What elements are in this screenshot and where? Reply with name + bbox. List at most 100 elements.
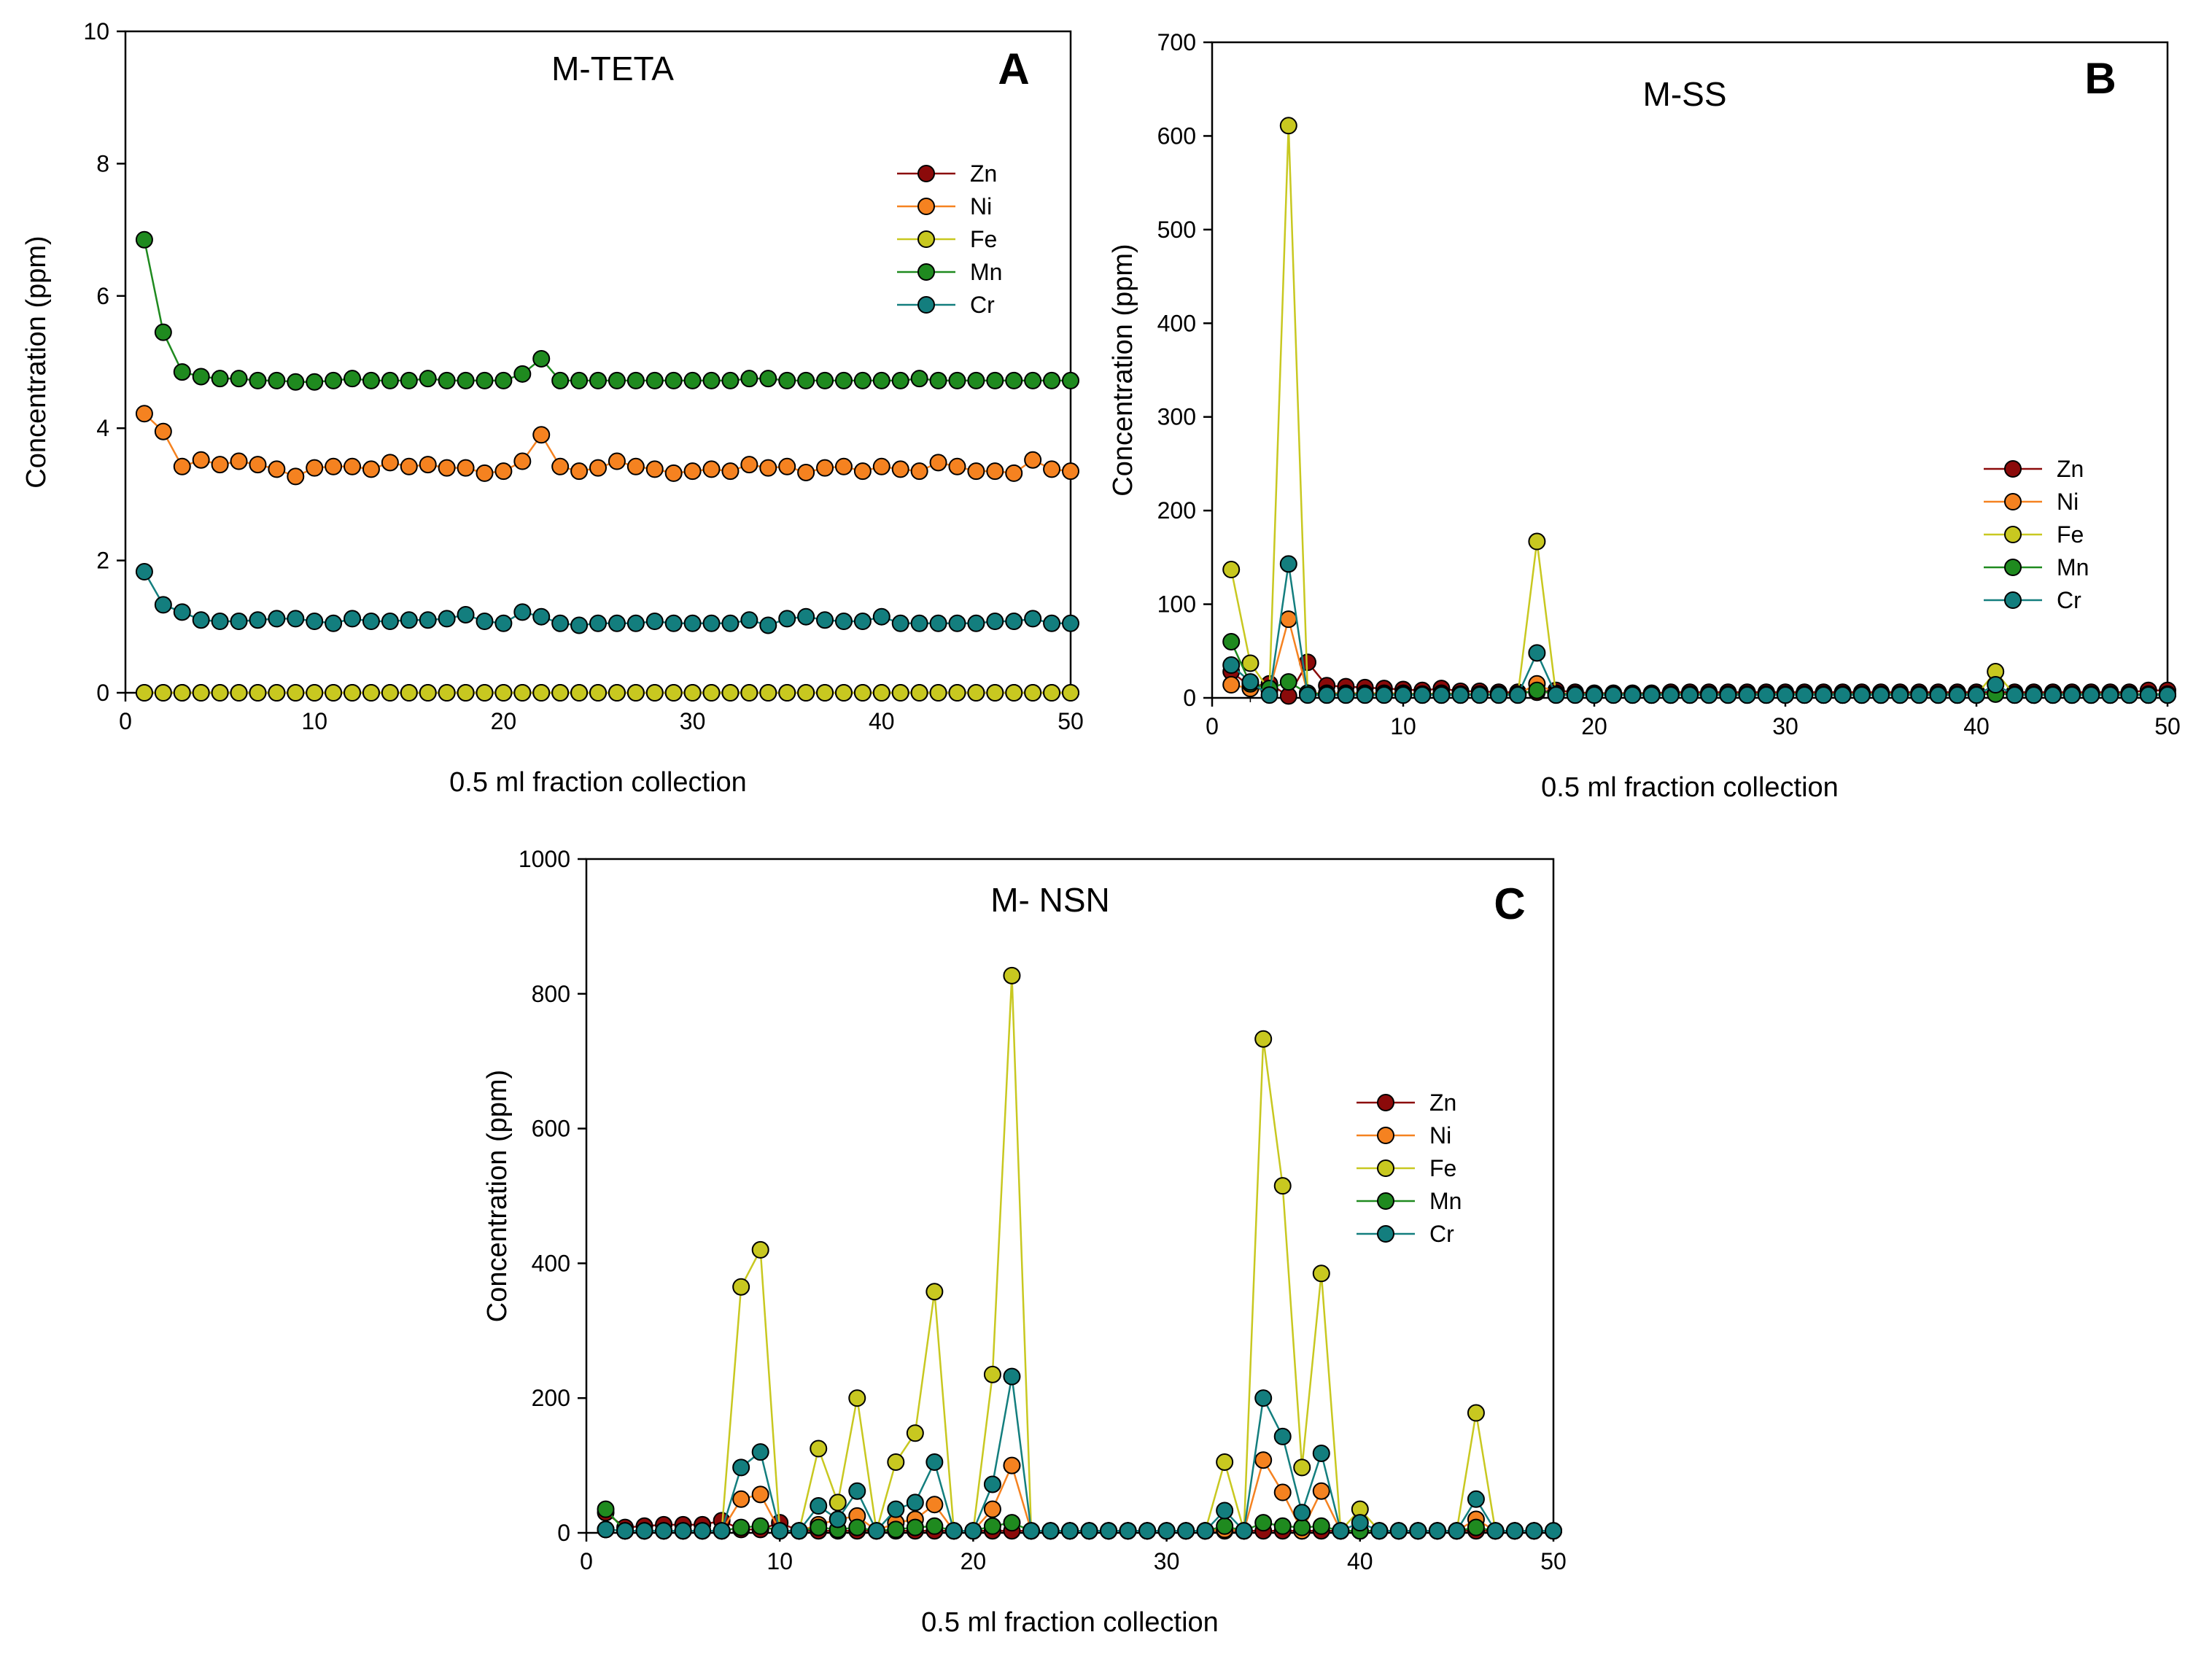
data-point-ni xyxy=(287,467,305,486)
data-point-mn xyxy=(967,371,985,389)
data-point-cr xyxy=(1293,1504,1311,1522)
data-point-mn xyxy=(344,370,362,388)
data-point-ni xyxy=(230,452,248,470)
data-point-cr xyxy=(362,613,380,631)
y-tick-label: 800 xyxy=(532,981,570,1007)
data-point-cr xyxy=(2082,686,2100,704)
x-tick-label: 0 xyxy=(119,708,132,734)
data-point-cr xyxy=(1318,686,1336,704)
data-point-mn xyxy=(702,371,721,389)
data-point-fe xyxy=(419,684,437,702)
data-point-cr xyxy=(1757,686,1775,704)
data-point-fe xyxy=(1003,966,1021,984)
data-point-cr xyxy=(1351,1514,1369,1532)
data-point-mn xyxy=(268,371,286,389)
data-point-cr xyxy=(1370,1522,1389,1540)
x-tick-label: 20 xyxy=(961,1548,987,1574)
data-point-ni xyxy=(608,452,626,470)
data-point-cr xyxy=(1528,644,1546,662)
data-point-fe xyxy=(135,684,153,702)
legend-label: Cr xyxy=(1429,1221,1454,1247)
data-point-cr xyxy=(513,603,532,621)
data-point-cr xyxy=(1470,686,1489,704)
data-point-fe xyxy=(457,684,475,702)
y-tick-label: 0 xyxy=(557,1520,570,1546)
data-point-ni xyxy=(1254,1451,1273,1469)
data-point-fe xyxy=(306,684,324,702)
legend-item-mn: Mn xyxy=(1357,1188,1462,1214)
data-point-ni xyxy=(476,464,494,482)
data-point-mn xyxy=(192,368,210,386)
data-point-ni xyxy=(344,457,362,475)
x-tick-label: 10 xyxy=(767,1548,793,1574)
data-point-cr xyxy=(906,1493,924,1512)
data-point-cr xyxy=(645,613,664,631)
panel-b-x-ticks: 0 10 20 30 40 50 xyxy=(1206,698,2181,739)
series-ni xyxy=(135,405,1079,486)
data-point-fe xyxy=(891,684,909,702)
data-point-fe xyxy=(249,684,267,702)
panel-c: 0 10 20 30 40 50 0 200 400 600 800 1000 M- NSN C 0… xyxy=(482,846,1567,1638)
data-point-cr xyxy=(1661,686,1680,704)
data-point-cr xyxy=(1061,1522,1079,1540)
data-point-cr xyxy=(532,607,551,626)
panel-b-letter: B xyxy=(2084,54,2116,103)
data-point-mn xyxy=(494,371,513,389)
data-point-fe xyxy=(906,1424,924,1442)
data-point-mn xyxy=(230,370,248,388)
panel-c-letter: C xyxy=(1494,879,1525,928)
data-point-cr xyxy=(1968,686,1985,704)
x-tick-label: 10 xyxy=(1390,713,1416,739)
legend-label: Mn xyxy=(1429,1188,1462,1214)
y-tick-label: 400 xyxy=(1157,310,1196,336)
data-point-mn xyxy=(211,370,229,388)
data-point-fe xyxy=(797,684,815,702)
data-point-cr xyxy=(740,611,758,629)
data-point-mn xyxy=(597,1500,615,1518)
data-point-mn xyxy=(513,365,532,383)
y-tick-label: 6 xyxy=(96,283,109,309)
data-point-ni xyxy=(925,1496,944,1514)
data-point-mn xyxy=(759,370,777,388)
legend-item-cr: Cr xyxy=(1984,587,2081,613)
series-line-fe xyxy=(605,975,1553,1534)
data-point-cr xyxy=(887,1500,905,1518)
legend-item-fe: Fe xyxy=(1984,521,2084,548)
data-point-mn xyxy=(532,349,551,368)
data-point-cr xyxy=(1777,686,1794,704)
data-point-ni xyxy=(853,462,872,481)
x-tick-label: 30 xyxy=(680,708,706,734)
data-point-cr xyxy=(1222,656,1241,675)
data-point-cr xyxy=(616,1522,635,1540)
data-point-cr xyxy=(1356,686,1374,704)
data-point-cr xyxy=(664,614,683,632)
data-point-ni xyxy=(135,405,153,423)
data-point-fe xyxy=(983,1365,1001,1383)
data-point-cr xyxy=(828,1510,847,1528)
data-point-cr xyxy=(1525,1522,1543,1540)
data-point-cr xyxy=(2159,686,2176,704)
panel-b-title: M-SS xyxy=(1643,75,1727,113)
legend-marker xyxy=(917,230,935,248)
data-point-cr xyxy=(891,614,909,632)
data-point-mn xyxy=(306,373,324,391)
data-point-ni xyxy=(1273,1483,1292,1501)
x-tick-label: 10 xyxy=(301,708,327,734)
data-point-cr xyxy=(597,1520,615,1539)
legend-item-zn: Zn xyxy=(1357,1089,1456,1116)
data-point-cr xyxy=(626,614,645,632)
legend-marker xyxy=(2004,460,2022,478)
data-point-mn xyxy=(381,371,399,389)
data-point-fe xyxy=(929,684,947,702)
data-point-cr xyxy=(1604,686,1623,704)
panel-c-y-axis-label: Concentration (ppm) xyxy=(482,1070,513,1322)
data-point-cr xyxy=(1235,1522,1253,1540)
data-point-fe xyxy=(626,684,645,702)
data-point-ni xyxy=(211,456,229,474)
data-point-cr xyxy=(1080,1522,1098,1540)
data-point-ni xyxy=(740,456,758,474)
panel-a-y-axis-label: Concentration (ppm) xyxy=(21,236,52,488)
data-point-cr xyxy=(476,613,494,631)
data-point-ni xyxy=(154,422,172,440)
